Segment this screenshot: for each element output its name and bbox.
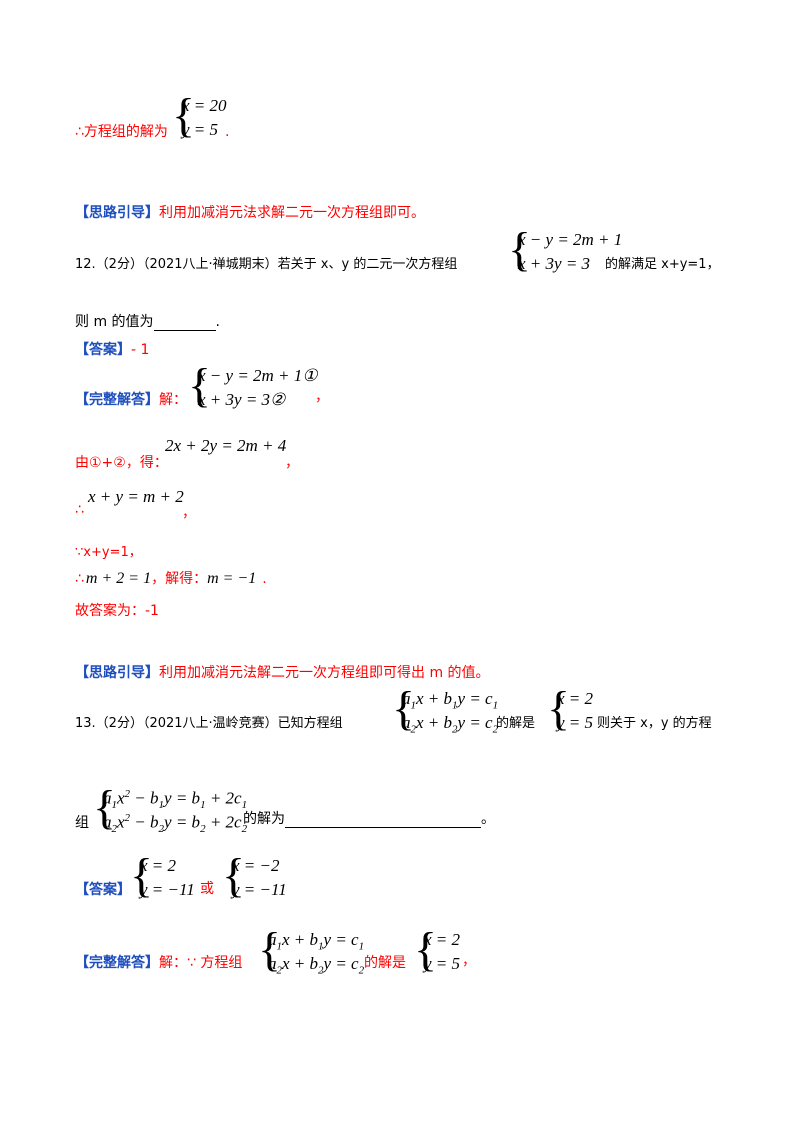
- equation-line: x − y = 2m + 1①: [198, 366, 318, 385]
- question-13-line2: 的解为 。: [243, 808, 495, 828]
- solution-13-system: { a1x + b1y = c1 a2x + b2y = c2: [258, 923, 365, 977]
- hint-text: 利用加减消元法求解二元一次方程组即可。: [159, 205, 425, 221]
- hint-text: 利用加减消元法解二元一次方程组即可得出 m 的值。: [159, 665, 490, 681]
- step-equation: m + 2 = 1: [85, 570, 152, 587]
- answer-tag: 【答案】: [75, 882, 131, 898]
- equation-line: y = 5: [424, 954, 461, 973]
- step-equation: m = −1: [207, 570, 257, 587]
- equation-line: x = −2: [232, 856, 280, 875]
- answer-line: 【答案】- 1: [75, 339, 149, 359]
- equation-line: y = 5: [557, 713, 594, 732]
- answer-value: - 1: [131, 342, 150, 358]
- equation-line: x = 2: [424, 930, 461, 949]
- or-text: 或: [200, 881, 214, 897]
- equation-line: y = −11: [140, 880, 195, 899]
- hint-tag: 【思路引导】: [75, 665, 159, 681]
- question-12-tail: 的解满足 x+y=1，: [605, 257, 720, 272]
- solution-lead: 解：∵ 方程组: [159, 955, 243, 971]
- solution-tag: 【完整解答】: [75, 955, 159, 971]
- solution-13-solution: { x = 2 y = 5: [414, 923, 474, 978]
- equation-line: x + 3y = 3②: [198, 390, 286, 409]
- question-13-system2: { a1x2 − b1y = b1 + 2c1 a2x2 − b2y = b2 …: [93, 781, 248, 836]
- equation-line: x = 20: [182, 96, 227, 115]
- step-text: ，解得：: [151, 571, 208, 587]
- brace-icon: {: [188, 359, 212, 412]
- solution-system: { x = 20 y = 5: [172, 89, 242, 144]
- answer-blank: [153, 316, 216, 331]
- answer-tag: 【答案】: [75, 342, 131, 358]
- period: 。: [481, 811, 495, 827]
- final-answer: 故答案为：-1: [75, 603, 159, 619]
- question-13-tail: 则关于 x，y 的方程: [597, 716, 712, 731]
- answer-blank: [285, 813, 481, 828]
- solution-13-mid: 的解是: [364, 955, 406, 971]
- question-12-lead: 12.（2分）（2021八上·禅城期末）若关于 x、y 的二元一次方程组: [75, 257, 458, 272]
- question-13-prompt: 的解为: [243, 811, 285, 827]
- step-equation: x + y = m + 2: [88, 487, 184, 506]
- brace-icon: {: [508, 223, 532, 276]
- hint-line: 【思路引导】利用加减消元法解二元一次方程组即可得出 m 的值。: [75, 662, 490, 682]
- period: .: [215, 314, 220, 330]
- brace-icon: {: [414, 923, 438, 976]
- equation-line: y = 5: [182, 120, 219, 139]
- brace-icon: {: [93, 781, 117, 834]
- brace-icon: {: [172, 89, 196, 142]
- equation-line: x = 2: [140, 856, 177, 875]
- comma: ，: [462, 953, 476, 969]
- equation-line: y = −11: [232, 880, 287, 899]
- question-13-system: { a1x + b1y = c1 a2x + b2y = c2: [392, 682, 499, 736]
- period: .: [262, 571, 267, 587]
- comma: ，: [315, 389, 329, 405]
- equation-line: x = 2: [557, 689, 594, 708]
- step-text: 由①+②，得：: [75, 455, 168, 471]
- question-12-system: { x − y = 2m + 1 x + 3y = 3: [508, 223, 622, 278]
- question-13-line2-prefix: 组: [75, 815, 89, 831]
- brace-icon: {: [258, 923, 282, 976]
- question-12-prompt: 则 m 的值为: [75, 314, 154, 330]
- equation-line: x − y = 2m + 1: [518, 230, 623, 249]
- step-equation: 2x + 2y = 2m + 4: [165, 436, 287, 455]
- comma: ，: [182, 505, 196, 521]
- question-12-line2: 则 m 的值为.: [75, 311, 220, 331]
- answer-13-system-b: { x = −2 y = −11: [222, 849, 302, 904]
- solution-lead: 解：: [159, 392, 187, 408]
- answer-13-system-a: { x = 2 y = −11: [130, 849, 210, 904]
- hint-tag: 【思路引导】: [75, 205, 159, 221]
- step4-line: ∴ m + 2 = 1，解得：m = −1.: [75, 568, 267, 588]
- because-line: ∵x+y=1，: [75, 545, 142, 560]
- question-13-mid: 的解是: [496, 716, 536, 731]
- solution-tag: 【完整解答】: [75, 392, 159, 408]
- hint-line: 【思路引导】利用加减消元法求解二元一次方程组即可。: [75, 202, 425, 222]
- solution-header: 【完整解答】解：: [75, 389, 187, 409]
- brace-icon: {: [547, 682, 571, 735]
- solution-header: 【完整解答】解：∵ 方程组: [75, 952, 242, 972]
- equation-line: x + 3y = 3: [518, 254, 591, 273]
- question-13-lead: 13.（2分）（2021八上·温岭竞赛）已知方程组: [75, 716, 343, 731]
- question-13-solution: { x = 2 y = 5: [547, 682, 607, 737]
- therefore-symbol: ∴: [75, 571, 84, 587]
- brace-icon: {: [392, 682, 416, 735]
- comma: ，: [285, 455, 299, 471]
- therefore-symbol: ∴: [75, 502, 84, 518]
- period: .: [225, 124, 230, 140]
- brace-icon: {: [130, 849, 154, 902]
- solution-12-system: { x − y = 2m + 1① x + 3y = 3②: [188, 359, 318, 414]
- therefore-solution-text: ∴方程组的解为: [75, 124, 168, 140]
- brace-icon: {: [222, 849, 246, 902]
